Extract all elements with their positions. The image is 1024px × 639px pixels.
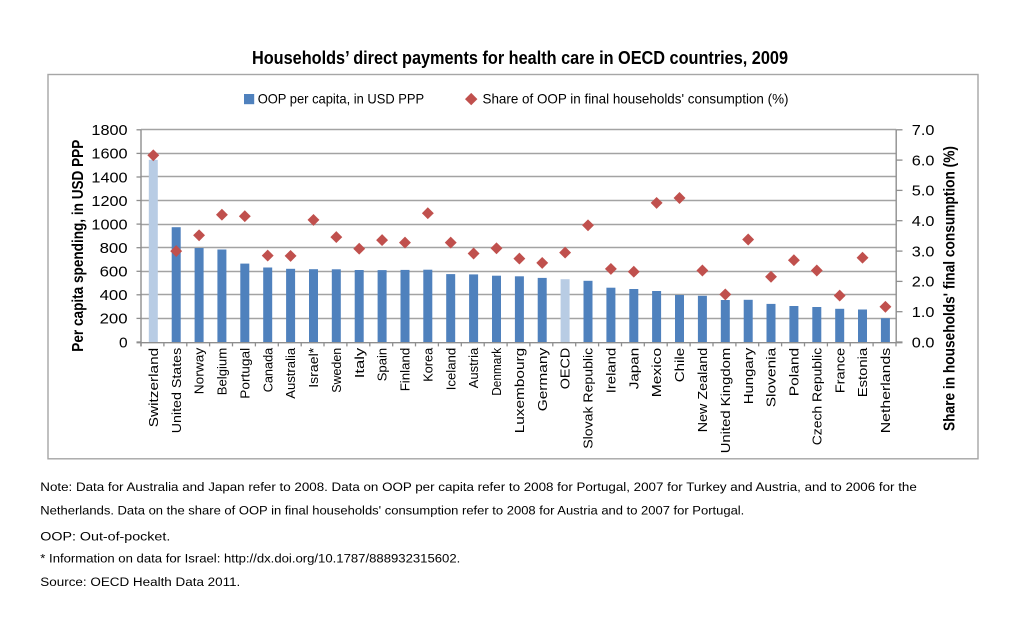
- svg-text:0: 0: [119, 334, 128, 351]
- svg-text:Switzerland: Switzerland: [146, 348, 161, 428]
- svg-text:Iceland: Iceland: [443, 348, 458, 391]
- svg-text:OOP per capita, in USD PPP: OOP per capita, in USD PPP: [258, 91, 425, 107]
- svg-text:Israel*: Israel*: [306, 348, 321, 388]
- svg-text:600: 600: [100, 264, 128, 281]
- svg-text:Estonia: Estonia: [855, 347, 870, 397]
- svg-text:Chile: Chile: [672, 348, 687, 383]
- svg-text:Share in households' final con: Share in households' final consumption (…: [942, 146, 959, 431]
- svg-text:Norway: Norway: [192, 347, 207, 394]
- svg-text:Poland: Poland: [787, 348, 802, 397]
- svg-text:Netherlands. Data on the share: Netherlands. Data on the share of OOP in…: [40, 503, 744, 517]
- svg-text:1.0: 1.0: [912, 304, 935, 321]
- svg-text:1200: 1200: [91, 193, 127, 210]
- svg-text:Canada: Canada: [260, 347, 275, 392]
- svg-text:Ireland: Ireland: [604, 348, 619, 394]
- svg-text:Japan: Japan: [626, 348, 641, 390]
- svg-text:New Zealand: New Zealand: [695, 348, 710, 433]
- svg-text:4.0: 4.0: [912, 213, 935, 230]
- svg-text:6.0: 6.0: [912, 152, 935, 169]
- svg-text:Source: OECD Health Data 2011.: Source: OECD Health Data 2011.: [40, 575, 240, 589]
- svg-text:800: 800: [100, 240, 128, 257]
- svg-text:200: 200: [100, 311, 128, 328]
- svg-text:Mexico: Mexico: [649, 348, 664, 398]
- svg-text:0.0: 0.0: [912, 334, 935, 351]
- svg-text:Denmark: Denmark: [489, 347, 504, 395]
- svg-text:2.0: 2.0: [912, 274, 935, 291]
- svg-text:Note: Data for Australia and J: Note: Data for Australia and Japan refer…: [40, 480, 917, 494]
- svg-text:1800: 1800: [91, 122, 127, 139]
- svg-text:Luxembourg: Luxembourg: [512, 348, 527, 434]
- svg-text:Share of OOP in final househol: Share of OOP in final households' consum…: [483, 91, 789, 107]
- svg-text:Households’ direct payments fo: Households’ direct payments for health c…: [252, 48, 788, 68]
- svg-text:Spain: Spain: [375, 348, 390, 382]
- svg-text:United Kingdom: United Kingdom: [718, 348, 733, 454]
- svg-text:Hungary: Hungary: [741, 347, 756, 404]
- svg-text:Finland: Finland: [398, 348, 413, 392]
- svg-text:1000: 1000: [91, 216, 127, 233]
- svg-text:United States: United States: [169, 347, 184, 433]
- svg-text:France: France: [832, 348, 847, 394]
- svg-text:5.0: 5.0: [912, 183, 935, 200]
- svg-text:Australia: Australia: [283, 347, 298, 399]
- svg-text:1400: 1400: [91, 169, 127, 186]
- svg-text:Austria: Austria: [466, 347, 481, 388]
- svg-text:400: 400: [100, 287, 128, 304]
- svg-text:OOP: Out-of-pocket.: OOP: Out-of-pocket.: [40, 529, 170, 543]
- svg-text:* Information on data for Isra: * Information on data for Israel: http:/…: [40, 551, 460, 565]
- svg-text:Korea: Korea: [420, 347, 435, 382]
- svg-text:Italy: Italy: [352, 347, 367, 378]
- svg-text:Belgium: Belgium: [215, 348, 230, 396]
- svg-text:Portugal: Portugal: [237, 348, 252, 399]
- svg-text:3.0: 3.0: [912, 243, 935, 260]
- svg-text:Slovak Republic: Slovak Republic: [581, 347, 596, 449]
- svg-text:OECD: OECD: [558, 348, 573, 390]
- svg-text:Sweden: Sweden: [329, 348, 344, 393]
- svg-text:Per capita spending, in USD PP: Per capita spending, in USD PPP: [70, 139, 87, 351]
- svg-text:1600: 1600: [91, 146, 127, 163]
- svg-text:7.0: 7.0: [912, 122, 935, 139]
- svg-text:Germany: Germany: [535, 347, 550, 411]
- svg-text:Czech Republic: Czech Republic: [809, 347, 824, 445]
- svg-text:Slovenia: Slovenia: [764, 347, 779, 407]
- svg-text:Netherlands: Netherlands: [878, 347, 893, 433]
